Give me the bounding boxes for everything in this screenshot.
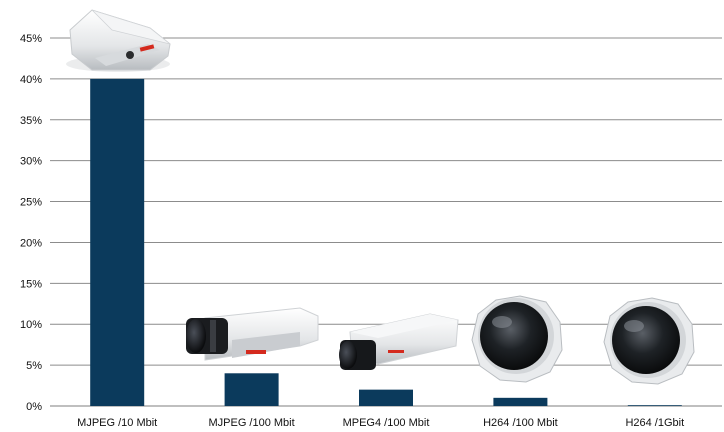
x-tick-label: MJPEG /100 Mbit	[208, 417, 294, 429]
gridlines	[50, 37, 722, 407]
y-tick-label: 45%	[20, 33, 42, 45]
y-tick-label: 20%	[20, 237, 42, 249]
x-tick-label: MPEG4 /100 Mbit	[343, 417, 430, 429]
x-axis-ticks: MJPEG /10 Mbit MJPEG /100 Mbit MPEG4 /100 …	[77, 417, 684, 429]
y-tick-label: 15%	[20, 278, 42, 290]
camera-image-4	[471, 295, 563, 383]
y-tick-label: 5%	[26, 360, 42, 372]
x-tick-label: H264 /100 Mbit	[483, 417, 558, 429]
y-tick-label: 0%	[26, 401, 42, 413]
camera-image-5	[603, 297, 695, 385]
x-tick-label: H264 /1Gbit	[625, 417, 684, 429]
x-tick-label: MJPEG /10 Mbit	[77, 417, 157, 429]
bar	[493, 397, 548, 406]
bar	[359, 389, 413, 406]
y-tick-label: 10%	[20, 319, 42, 331]
y-tick-label: 30%	[20, 156, 42, 168]
y-tick-label: 25%	[20, 197, 42, 209]
bar	[224, 373, 279, 406]
camera-image-3	[339, 313, 459, 370]
bar	[627, 405, 682, 406]
camera-image-1	[66, 9, 171, 72]
y-tick-label: 40%	[20, 74, 42, 86]
y-tick-label: 35%	[20, 115, 42, 127]
bar	[90, 78, 145, 406]
bars	[90, 78, 682, 406]
camera-image-2	[186, 307, 319, 361]
y-axis-ticks: 0% 5% 10% 15% 20% 25% 30% 35% 40% 45%	[20, 33, 42, 413]
